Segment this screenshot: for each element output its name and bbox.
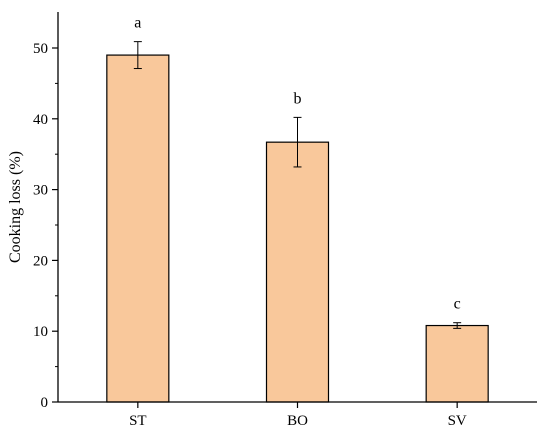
y-tick-label-10: 10 [33,324,48,340]
significance-labels-layer: a b c [134,15,460,313]
y-tick-label-20: 20 [33,253,48,269]
y-axis-title: Cooking loss (%) [7,151,24,263]
x-ticks-layer: ST BO SV [129,402,467,429]
x-tick-label-sv: SV [448,413,467,429]
significance-label-bo: b [294,90,302,107]
bar-bo [265,141,330,403]
significance-label-sv: c [454,296,461,313]
y-tick-label-30: 30 [33,183,48,199]
x-tick-label-bo: BO [287,413,308,429]
significance-label-st: a [134,15,141,32]
bar-sv [425,324,489,403]
y-tick-label-40: 40 [33,112,48,128]
y-tick-label-0: 0 [41,395,49,411]
y-tick-label-50: 50 [33,41,48,57]
error-bars-layer [133,41,462,329]
bar-st [106,54,170,403]
x-tick-label-st: ST [129,413,147,429]
y-ticks-layer: 0 10 20 30 40 50 [33,41,58,411]
